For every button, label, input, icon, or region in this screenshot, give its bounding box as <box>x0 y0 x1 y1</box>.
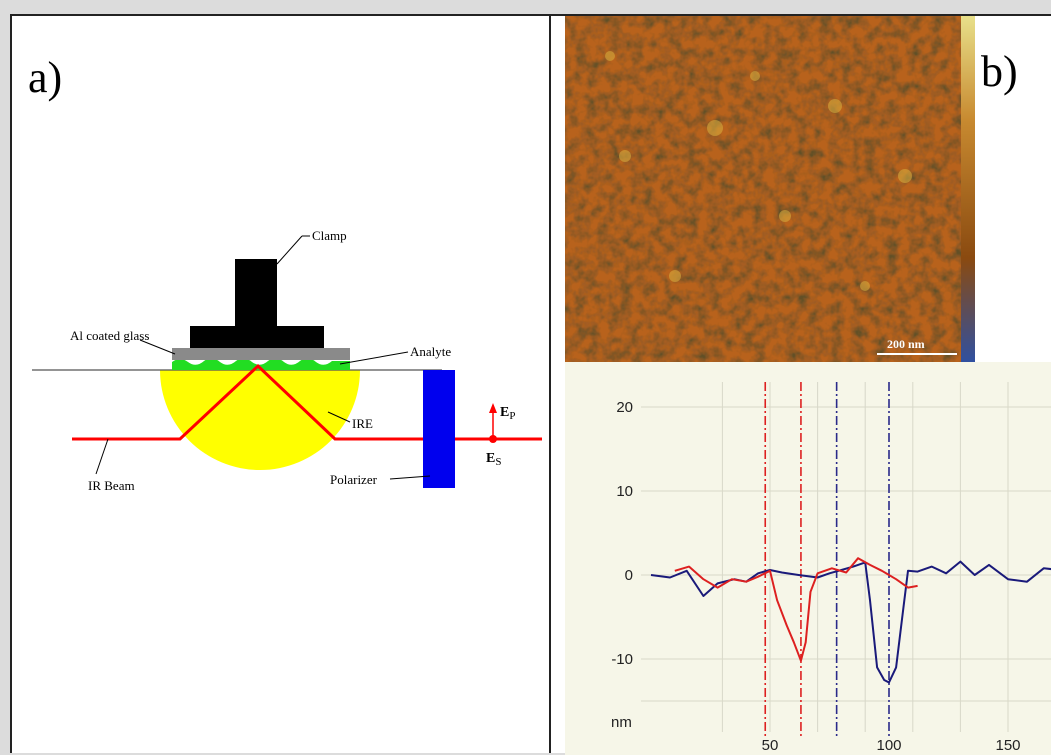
y-tick-label: 10 <box>616 483 633 500</box>
polarizer-leader <box>389 475 431 480</box>
analyte-label: Analyte <box>410 344 451 359</box>
clamp-base <box>190 326 324 348</box>
panel-b-letter: b) <box>981 47 1018 96</box>
x-tick-label: 150 <box>995 737 1020 754</box>
chart-series <box>650 557 1051 684</box>
glass-leader <box>139 339 176 355</box>
panel-b: b) 200 nm <box>551 14 1051 755</box>
atr-setup-diagram: Clamp Al coated glass Analyte IRE IR Bea… <box>32 228 542 493</box>
y-axis-unit-label: nm <box>611 714 632 731</box>
analyte-layer <box>172 358 350 370</box>
clamp-stem <box>235 259 277 329</box>
chart-grid <box>641 382 1051 732</box>
al-coated-glass <box>172 348 350 360</box>
y-tick-labels: 20 10 0 -10 <box>611 399 633 668</box>
ir-beam-label: IR Beam <box>88 478 135 493</box>
analyte-leader <box>339 351 409 365</box>
afm-color-bar <box>961 16 975 362</box>
chart-markers <box>764 382 890 737</box>
y-tick-label: 20 <box>616 399 633 416</box>
panel-a: a) Clamp Al coated glass Analyte IRE <box>10 14 551 753</box>
afm-topography-image: 200 nm <box>565 16 975 362</box>
x-tick-labels: 50 100 150 <box>762 737 1021 754</box>
ir-beam-leader <box>95 438 109 475</box>
y-tick-label: -10 <box>611 651 633 668</box>
profile-series-line-2 <box>674 557 918 662</box>
ire-leader <box>327 411 351 423</box>
ire-label: IRE <box>352 416 373 431</box>
ep-arrowhead <box>489 403 497 413</box>
ep-label: EP <box>500 405 515 422</box>
x-tick-label: 50 <box>762 737 779 754</box>
afm-highlights <box>605 51 912 291</box>
polarizer <box>423 370 455 488</box>
clamp-leader <box>276 235 303 265</box>
x-tick-label: 100 <box>876 737 901 754</box>
polarizer-label: Polarizer <box>330 472 378 487</box>
afm-surface <box>565 16 961 362</box>
panel-a-letter: a) <box>28 53 63 102</box>
chart-background <box>565 362 1051 755</box>
y-tick-label: 0 <box>625 567 633 584</box>
ir-beam-path <box>72 363 542 441</box>
es-label: ES <box>486 451 501 468</box>
al-glass-label: Al coated glass <box>70 328 149 343</box>
clamp-label: Clamp <box>312 228 347 243</box>
ire-crystal <box>160 370 360 470</box>
es-dot <box>489 435 497 443</box>
afm-scale-label: 200 nm <box>887 337 925 351</box>
